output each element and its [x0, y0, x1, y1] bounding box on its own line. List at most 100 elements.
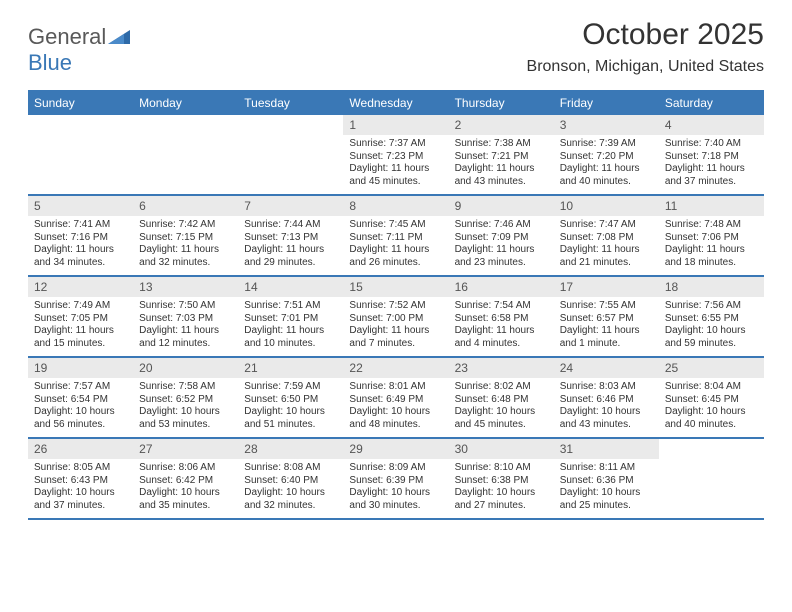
location-text: Bronson, Michigan, United States: [527, 58, 764, 76]
sunrise-text: Sunrise: 7:48 AM: [665, 219, 758, 232]
day-body: Sunrise: 7:55 AMSunset: 6:57 PMDaylight:…: [554, 297, 659, 356]
day-cell: 12Sunrise: 7:49 AMSunset: 7:05 PMDayligh…: [28, 277, 133, 356]
sunrise-text: Sunrise: 7:57 AM: [34, 381, 127, 394]
day-body: Sunrise: 7:51 AMSunset: 7:01 PMDaylight:…: [238, 297, 343, 356]
daylight-text: Daylight: 11 hours and 32 minutes.: [139, 244, 232, 269]
day-number: 12: [28, 277, 133, 297]
day-body: Sunrise: 8:05 AMSunset: 6:43 PMDaylight:…: [28, 459, 133, 518]
calendar: SundayMondayTuesdayWednesdayThursdayFrid…: [28, 90, 764, 520]
day-number: 6: [133, 196, 238, 216]
day-cell: 6Sunrise: 7:42 AMSunset: 7:15 PMDaylight…: [133, 196, 238, 275]
sunrise-text: Sunrise: 7:38 AM: [455, 138, 548, 151]
day-number: 31: [554, 439, 659, 459]
day-number: [28, 115, 133, 135]
sunset-text: Sunset: 6:43 PM: [34, 475, 127, 488]
sunset-text: Sunset: 7:23 PM: [349, 151, 442, 164]
day-cell: 16Sunrise: 7:54 AMSunset: 6:58 PMDayligh…: [449, 277, 554, 356]
daylight-text: Daylight: 11 hours and 23 minutes.: [455, 244, 548, 269]
day-cell: 5Sunrise: 7:41 AMSunset: 7:16 PMDaylight…: [28, 196, 133, 275]
sunrise-text: Sunrise: 7:58 AM: [139, 381, 232, 394]
daylight-text: Daylight: 11 hours and 7 minutes.: [349, 325, 442, 350]
sunset-text: Sunset: 7:09 PM: [455, 232, 548, 245]
day-number: 15: [343, 277, 448, 297]
page-title: October 2025: [527, 18, 764, 52]
sunrise-text: Sunrise: 8:05 AM: [34, 462, 127, 475]
day-cell: 28Sunrise: 8:08 AMSunset: 6:40 PMDayligh…: [238, 439, 343, 518]
day-body: Sunrise: 8:04 AMSunset: 6:45 PMDaylight:…: [659, 378, 764, 437]
day-body: Sunrise: 8:08 AMSunset: 6:40 PMDaylight:…: [238, 459, 343, 518]
week-row: 19Sunrise: 7:57 AMSunset: 6:54 PMDayligh…: [28, 358, 764, 439]
sunset-text: Sunset: 6:40 PM: [244, 475, 337, 488]
daylight-text: Daylight: 10 hours and 51 minutes.: [244, 406, 337, 431]
week-row: 26Sunrise: 8:05 AMSunset: 6:43 PMDayligh…: [28, 439, 764, 520]
sunrise-text: Sunrise: 8:10 AM: [455, 462, 548, 475]
day-cell: 11Sunrise: 7:48 AMSunset: 7:06 PMDayligh…: [659, 196, 764, 275]
daylight-text: Daylight: 10 hours and 32 minutes.: [244, 487, 337, 512]
day-body: Sunrise: 7:39 AMSunset: 7:20 PMDaylight:…: [554, 135, 659, 194]
day-cell: 30Sunrise: 8:10 AMSunset: 6:38 PMDayligh…: [449, 439, 554, 518]
day-number: 10: [554, 196, 659, 216]
day-body: Sunrise: 7:38 AMSunset: 7:21 PMDaylight:…: [449, 135, 554, 194]
day-body: Sunrise: 7:40 AMSunset: 7:18 PMDaylight:…: [659, 135, 764, 194]
day-number: 4: [659, 115, 764, 135]
sunset-text: Sunset: 6:46 PM: [560, 394, 653, 407]
sunset-text: Sunset: 7:00 PM: [349, 313, 442, 326]
day-number: 26: [28, 439, 133, 459]
week-row: 12Sunrise: 7:49 AMSunset: 7:05 PMDayligh…: [28, 277, 764, 358]
daylight-text: Daylight: 11 hours and 26 minutes.: [349, 244, 442, 269]
sunset-text: Sunset: 7:06 PM: [665, 232, 758, 245]
sunset-text: Sunset: 7:15 PM: [139, 232, 232, 245]
sunrise-text: Sunrise: 7:50 AM: [139, 300, 232, 313]
sunset-text: Sunset: 6:52 PM: [139, 394, 232, 407]
day-body: Sunrise: 7:37 AMSunset: 7:23 PMDaylight:…: [343, 135, 448, 194]
day-cell: 25Sunrise: 8:04 AMSunset: 6:45 PMDayligh…: [659, 358, 764, 437]
daylight-text: Daylight: 11 hours and 15 minutes.: [34, 325, 127, 350]
day-body: Sunrise: 7:47 AMSunset: 7:08 PMDaylight:…: [554, 216, 659, 275]
day-body: Sunrise: 7:48 AMSunset: 7:06 PMDaylight:…: [659, 216, 764, 275]
sunset-text: Sunset: 6:39 PM: [349, 475, 442, 488]
logo-text-general: General: [28, 24, 106, 49]
daylight-text: Daylight: 10 hours and 53 minutes.: [139, 406, 232, 431]
day-cell: 3Sunrise: 7:39 AMSunset: 7:20 PMDaylight…: [554, 115, 659, 194]
sunset-text: Sunset: 6:48 PM: [455, 394, 548, 407]
day-number: 14: [238, 277, 343, 297]
day-number: 1: [343, 115, 448, 135]
sunrise-text: Sunrise: 8:11 AM: [560, 462, 653, 475]
day-number: 11: [659, 196, 764, 216]
day-number: 30: [449, 439, 554, 459]
sunrise-text: Sunrise: 8:09 AM: [349, 462, 442, 475]
sunset-text: Sunset: 7:11 PM: [349, 232, 442, 245]
day-body: Sunrise: 7:54 AMSunset: 6:58 PMDaylight:…: [449, 297, 554, 356]
day-number: 5: [28, 196, 133, 216]
day-body: Sunrise: 7:56 AMSunset: 6:55 PMDaylight:…: [659, 297, 764, 356]
sunrise-text: Sunrise: 7:55 AM: [560, 300, 653, 313]
daylight-text: Daylight: 11 hours and 29 minutes.: [244, 244, 337, 269]
daylight-text: Daylight: 11 hours and 34 minutes.: [34, 244, 127, 269]
day-number: 17: [554, 277, 659, 297]
day-cell: 24Sunrise: 8:03 AMSunset: 6:46 PMDayligh…: [554, 358, 659, 437]
sunrise-text: Sunrise: 8:03 AM: [560, 381, 653, 394]
sunset-text: Sunset: 6:55 PM: [665, 313, 758, 326]
logo-triangle-icon: [108, 24, 130, 50]
day-cell: [659, 439, 764, 518]
daylight-text: Daylight: 11 hours and 4 minutes.: [455, 325, 548, 350]
day-number: 18: [659, 277, 764, 297]
day-cell: 17Sunrise: 7:55 AMSunset: 6:57 PMDayligh…: [554, 277, 659, 356]
dow-cell: Monday: [133, 92, 238, 115]
day-cell: 26Sunrise: 8:05 AMSunset: 6:43 PMDayligh…: [28, 439, 133, 518]
day-cell: 15Sunrise: 7:52 AMSunset: 7:00 PMDayligh…: [343, 277, 448, 356]
day-number: 9: [449, 196, 554, 216]
sunrise-text: Sunrise: 8:02 AM: [455, 381, 548, 394]
daylight-text: Daylight: 11 hours and 12 minutes.: [139, 325, 232, 350]
daylight-text: Daylight: 10 hours and 30 minutes.: [349, 487, 442, 512]
sunrise-text: Sunrise: 7:40 AM: [665, 138, 758, 151]
day-body: Sunrise: 7:42 AMSunset: 7:15 PMDaylight:…: [133, 216, 238, 275]
title-block: October 2025 Bronson, Michigan, United S…: [527, 18, 764, 76]
day-cell: 4Sunrise: 7:40 AMSunset: 7:18 PMDaylight…: [659, 115, 764, 194]
daylight-text: Daylight: 10 hours and 37 minutes.: [34, 487, 127, 512]
sunrise-text: Sunrise: 8:06 AM: [139, 462, 232, 475]
sunrise-text: Sunrise: 7:42 AM: [139, 219, 232, 232]
day-cell: 2Sunrise: 7:38 AMSunset: 7:21 PMDaylight…: [449, 115, 554, 194]
day-number: [133, 115, 238, 135]
header: General Blue October 2025 Bronson, Michi…: [28, 18, 764, 76]
